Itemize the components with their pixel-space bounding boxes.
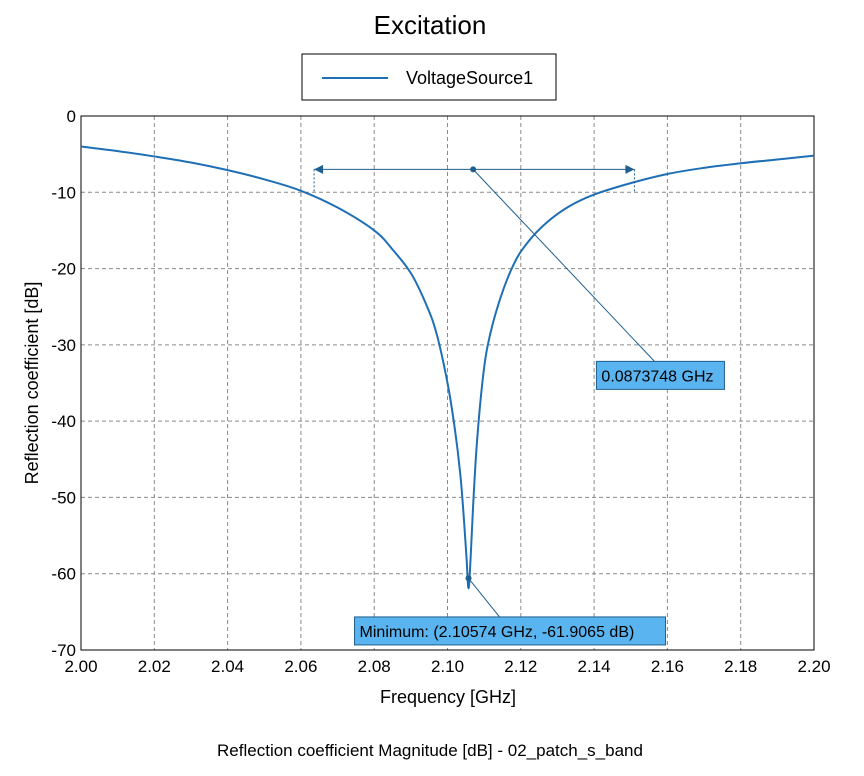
bandwidth-leader [472,169,656,363]
bandwidth-label-box [595,360,725,390]
legend-label: VoltageSource1 [406,68,533,88]
y-tick-label: -30 [51,336,76,355]
x-tick-label: 2.16 [651,657,684,676]
x-tick-label: 2.04 [211,657,244,676]
x-tick-label: 2.00 [64,657,97,676]
x-tick-label: 2.10 [431,657,464,676]
y-tick-label: -20 [51,260,76,279]
chart-caption: Reflection coefficient Magnitude [dB] - … [217,741,643,760]
y-axis-label: Reflection coefficient [dB] [22,282,42,485]
minimum-leader [468,577,500,618]
x-tick-label: 2.14 [578,657,611,676]
x-tick-label: 2.02 [138,657,171,676]
y-axis-ticks: 0 -10 -20 -30 -40 -50 -60 -70 [51,107,76,660]
y-tick-label: -70 [51,641,76,660]
y-tick-label: -10 [51,183,76,202]
y-tick-label: 0 [67,107,76,126]
legend: VoltageSource1 [301,53,557,101]
bandwidth-label: 0.0873748 GHz [601,368,713,385]
x-tick-label: 2.20 [797,657,830,676]
bandwidth-arrow-left [314,164,324,174]
x-axis-ticks: 2.00 2.02 2.04 2.06 2.08 2.10 2.12 2.14 2.16 2.18… [64,657,830,676]
y-tick-label: -60 [51,565,76,584]
plot-frame [80,115,815,651]
chart-title: Excitation [374,10,487,40]
minimum-label: Minimum: (2.10574 GHz, -61.9065 dB) [360,624,635,641]
x-tick-label: 2.12 [504,657,537,676]
minimum-label-box [354,616,667,646]
minimum-marker: Minimum: (2.10574 GHz, -61.9065 dB) [354,575,667,646]
y-tick-label: -50 [51,488,76,507]
minimum-dot [465,575,472,582]
y-tick-label: -40 [51,412,76,431]
x-tick-label: 2.18 [724,657,757,676]
x-tick-label: 2.06 [284,657,317,676]
x-axis-label: Frequency [GHz] [380,687,516,707]
x-tick-label: 2.08 [358,657,391,676]
bandwidth-arrow-right [625,164,635,174]
bandwidth-marker: 0.0873748 GHz [313,164,725,390]
